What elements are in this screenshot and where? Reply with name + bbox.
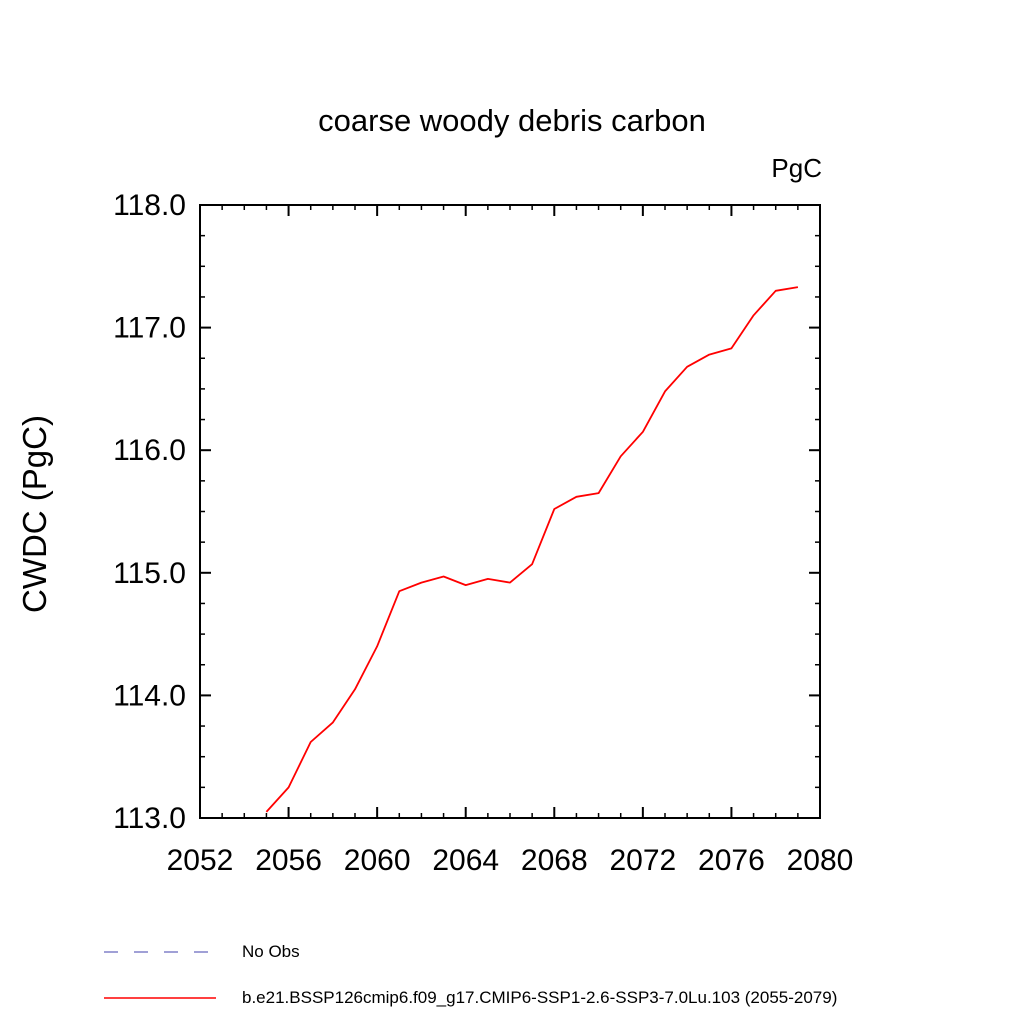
plot-frame xyxy=(199,204,821,819)
x-tick-label: 2076 xyxy=(698,844,765,877)
x-tick-label: 2052 xyxy=(167,844,234,877)
x-tick-label: 2060 xyxy=(344,844,411,877)
no-obs-dashed-line-sample xyxy=(104,951,216,953)
units-label: PgC xyxy=(771,153,822,183)
y-tick-label: 113.0 xyxy=(113,802,186,835)
x-tick-label: 2072 xyxy=(609,844,676,877)
series-line-sample xyxy=(104,997,216,999)
y-tick-label: 118.0 xyxy=(113,189,186,222)
x-tick-label: 2064 xyxy=(432,844,499,877)
y-tick-label: 117.0 xyxy=(113,312,186,345)
legend-item-series: b.e21.BSSP126cmip6.f09_g17.CMIP6-SSP1-2.… xyxy=(100,986,837,1010)
legend-label-series: b.e21.BSSP126cmip6.f09_g17.CMIP6-SSP1-2.… xyxy=(242,988,838,1007)
y-tick-label: 116.0 xyxy=(113,434,186,467)
x-tick-label: 2068 xyxy=(521,844,588,877)
y-tick-label: 114.0 xyxy=(113,679,186,712)
x-tick-label: 2080 xyxy=(787,844,854,877)
legend-item-no-obs: No Obs xyxy=(100,940,300,964)
series-line xyxy=(265,286,799,813)
chart-title: coarse woody debris carbon xyxy=(318,103,706,138)
y-tick-label: 115.0 xyxy=(113,557,186,590)
legend-label-no-obs: No Obs xyxy=(242,942,300,961)
x-tick-label: 2056 xyxy=(255,844,322,877)
